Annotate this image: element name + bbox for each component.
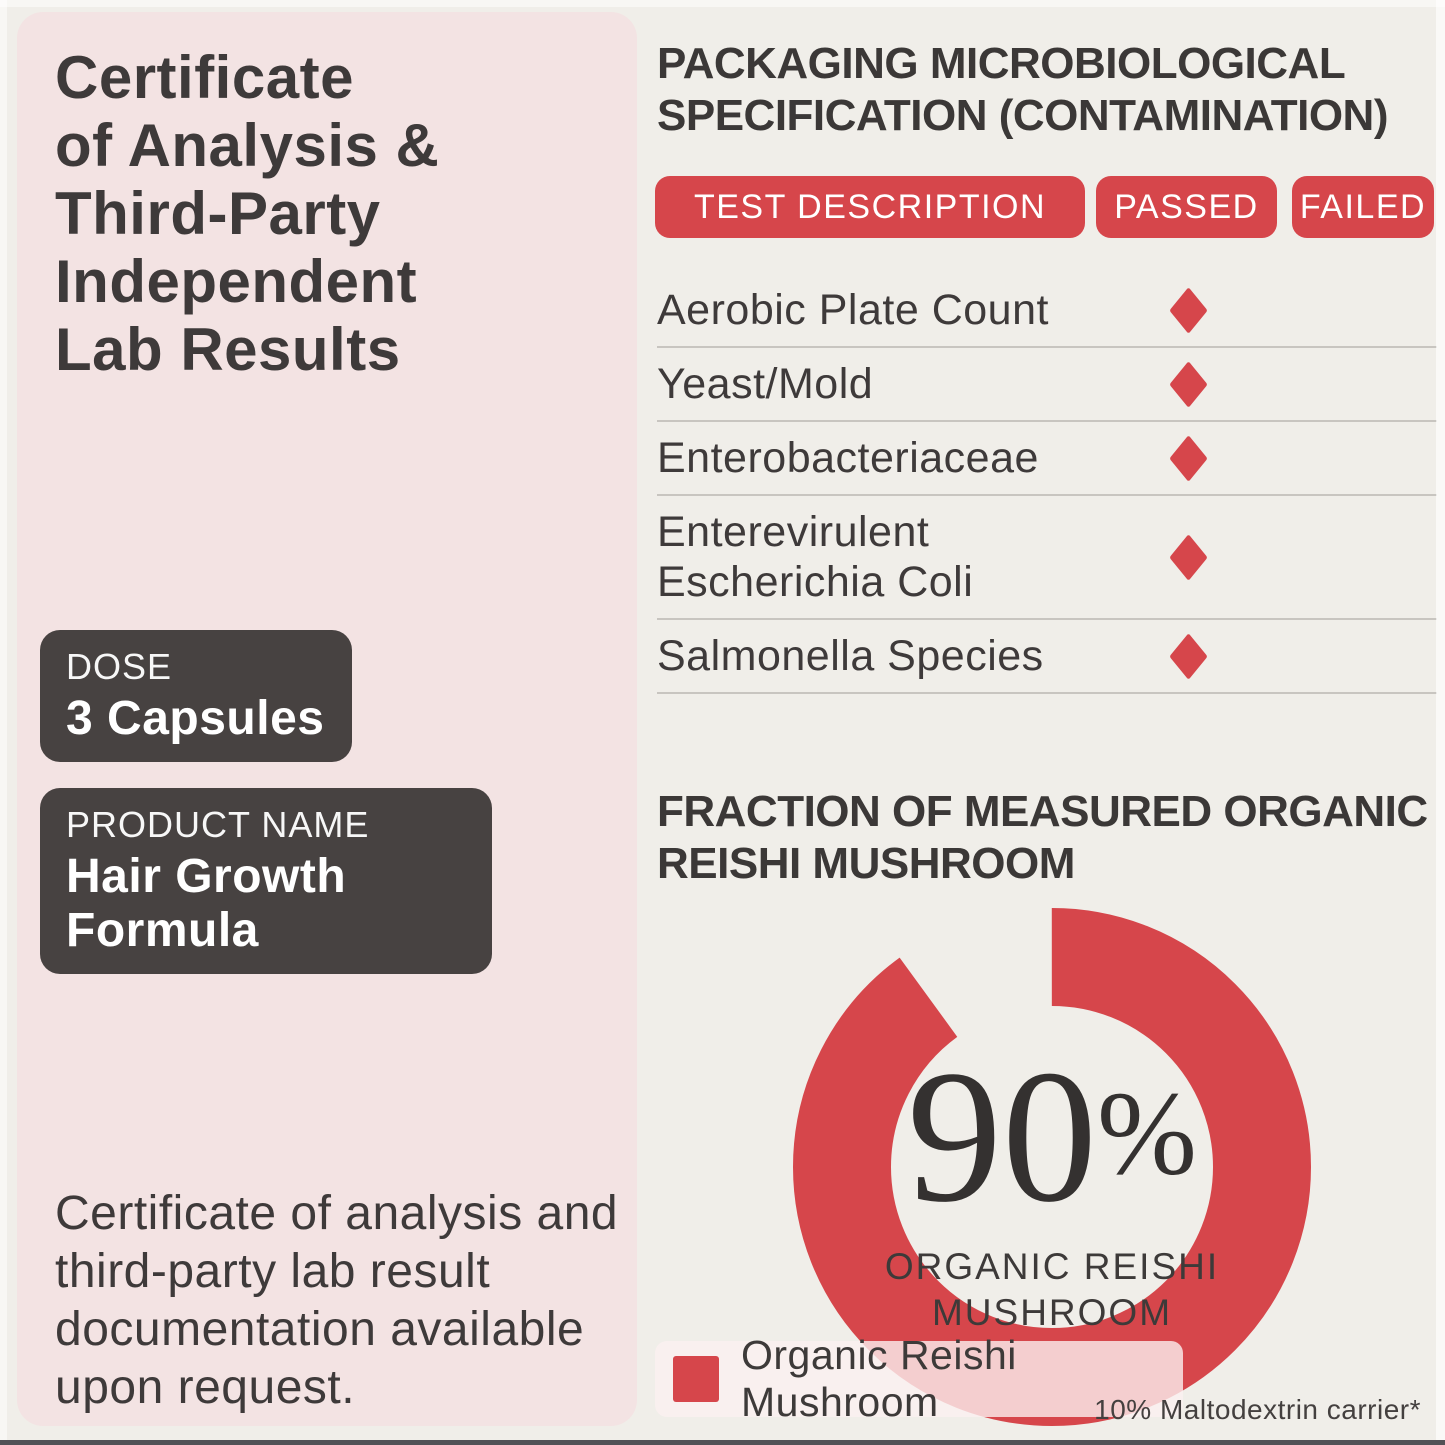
passed-cell <box>1098 360 1279 408</box>
percent-sign: % <box>1097 1066 1197 1200</box>
test-description-cell: Enterevirulent Escherichia Coli <box>657 508 974 606</box>
table-row: Salmonella Species <box>657 620 1437 694</box>
column-header-passed: PASSED <box>1096 176 1277 238</box>
column-header-test-description: TEST DESCRIPTION <box>655 176 1085 238</box>
donut-percentage: 90% <box>822 1042 1282 1232</box>
passed-cell <box>1098 533 1279 581</box>
chart-legend: Organic Reishi Mushroom <box>655 1332 1183 1425</box>
passed-diamond-icon <box>1169 286 1208 334</box>
passed-cell <box>1098 286 1279 334</box>
title-line: Certificate <box>55 44 354 111</box>
table-row: Yeast/Mold <box>657 348 1437 422</box>
donut-value-number: 90 <box>907 1032 1098 1242</box>
test-description-cell: Aerobic Plate Count <box>657 286 1049 334</box>
product-name-label: PRODUCT NAME <box>66 804 370 845</box>
table-row: Aerobic Plate Count <box>657 274 1437 348</box>
dose-badge: DOSE 3 Capsules <box>40 630 352 762</box>
passed-diamond-icon <box>1169 434 1208 482</box>
legend-label: Organic Reishi Mushroom <box>741 1332 1017 1425</box>
footnote: 10% Maltodextrin carrier* <box>1094 1394 1421 1425</box>
title-line: Independent <box>55 248 418 315</box>
donut-center-label: ORGANIC REISHI MUSHROOM <box>884 1246 1220 1333</box>
passed-diamond-icon <box>1169 533 1208 581</box>
column-header-failed: FAILED <box>1292 176 1434 238</box>
passed-cell <box>1098 434 1279 482</box>
passed-diamond-icon <box>1169 360 1208 408</box>
test-description-cell: Salmonella Species <box>657 632 1044 680</box>
passed-diamond-icon <box>1169 632 1208 680</box>
chart-heading: FRACTION OF MEASURED ORGANIC REISHI MUSH… <box>657 787 1428 888</box>
page-title: Certificate of Analysis & Third-Party In… <box>55 44 615 384</box>
bottom-border-line <box>0 1440 1445 1445</box>
table-header-row: TEST DESCRIPTION PASSED FAILED <box>655 176 1434 238</box>
product-name-badge: PRODUCT NAME Hair Growth Formula <box>40 788 492 974</box>
table-row: Enterobacteriaceae <box>657 422 1437 496</box>
donut-center-text: 90% ORGANIC REISHI MUSHROOM <box>822 1042 1282 1336</box>
title-line: Third-Party <box>55 180 381 247</box>
test-description-cell: Yeast/Mold <box>657 360 874 408</box>
test-description-cell: Enterobacteriaceae <box>657 434 1039 482</box>
passed-cell <box>1098 632 1279 680</box>
dose-label: DOSE <box>66 646 173 687</box>
right-edge-strip <box>1436 0 1445 1445</box>
availability-note: Certificate of analysis and third-party … <box>55 1187 619 1414</box>
spec-heading: PACKAGING MICROBIOLOGICAL SPECIFICATION … <box>657 39 1389 140</box>
title-line: Lab Results <box>55 316 401 383</box>
product-name-value: Hair Growth Formula <box>66 850 347 957</box>
top-edge-strip <box>0 0 1445 7</box>
table-row: Enterevirulent Escherichia Coli <box>657 496 1437 620</box>
left-edge-strip <box>0 0 7 1445</box>
legend-swatch-icon <box>673 1356 719 1402</box>
dose-value: 3 Capsules <box>66 692 325 745</box>
title-line: of Analysis & <box>55 112 440 179</box>
contamination-table: Aerobic Plate Count Yeast/Mold Enterobac… <box>657 274 1437 694</box>
